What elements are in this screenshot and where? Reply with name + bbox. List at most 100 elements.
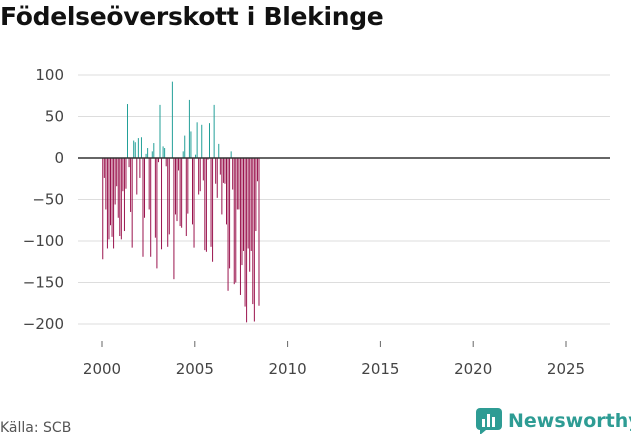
bar xyxy=(139,158,141,178)
bar xyxy=(196,122,198,158)
x-axis-ticks: 2000 2005 2010 2015 2020 2025 xyxy=(83,341,585,378)
bar xyxy=(167,158,169,247)
bar xyxy=(162,146,164,158)
bar xyxy=(253,158,255,322)
bar xyxy=(154,158,156,238)
bars xyxy=(102,81,260,323)
bar xyxy=(188,99,190,158)
bar xyxy=(222,158,224,183)
bar xyxy=(255,158,257,232)
bar xyxy=(164,148,166,158)
bar xyxy=(147,148,149,158)
bar xyxy=(201,124,203,158)
bar xyxy=(145,153,147,158)
bar xyxy=(207,158,209,160)
x-tick-label: 2010 xyxy=(269,360,307,378)
bar xyxy=(105,158,107,210)
bar xyxy=(127,104,128,158)
bar xyxy=(119,158,121,237)
bar xyxy=(230,151,232,158)
brand-logo[interactable]: Newsworthy xyxy=(476,408,631,434)
y-tick-label: −150 xyxy=(23,274,64,292)
bar xyxy=(156,158,158,269)
bar xyxy=(243,158,244,251)
bar xyxy=(198,158,200,195)
bar xyxy=(168,158,170,235)
bar xyxy=(116,158,118,187)
bar xyxy=(252,158,254,305)
bar xyxy=(111,158,113,237)
bar xyxy=(209,123,210,158)
bar xyxy=(184,135,186,158)
x-tick-label: 2015 xyxy=(361,360,399,378)
bar xyxy=(148,158,150,210)
bar xyxy=(235,158,237,283)
y-tick-label: 50 xyxy=(45,108,64,126)
bar xyxy=(122,158,124,192)
bar xyxy=(233,158,235,285)
bar xyxy=(157,158,159,163)
bar xyxy=(199,158,201,192)
bar xyxy=(241,158,243,266)
bar xyxy=(161,158,163,250)
bar xyxy=(136,158,138,195)
bar xyxy=(134,142,136,158)
bar xyxy=(210,158,212,247)
bar xyxy=(130,158,132,212)
bar xyxy=(238,158,240,210)
bar xyxy=(133,140,135,158)
bar xyxy=(181,158,183,228)
bar xyxy=(187,158,189,214)
bar xyxy=(246,158,248,323)
x-tick-label: 2000 xyxy=(83,360,121,378)
bar xyxy=(153,143,155,158)
bar xyxy=(144,158,146,218)
y-tick-label: −200 xyxy=(23,315,64,333)
bar-chart-icon xyxy=(476,408,502,434)
bar xyxy=(123,158,125,232)
bar xyxy=(226,158,227,225)
bar xyxy=(249,158,251,272)
bar xyxy=(159,104,161,158)
brand-name: Newsworthy xyxy=(508,410,631,432)
bar xyxy=(227,158,229,291)
bar xyxy=(106,158,108,249)
bar xyxy=(171,81,173,158)
bar xyxy=(178,158,180,171)
x-tick-label: 2020 xyxy=(454,360,492,378)
y-tick-label: −100 xyxy=(23,232,64,250)
bar xyxy=(151,151,153,158)
bar xyxy=(229,158,231,269)
bar xyxy=(221,158,223,215)
bar xyxy=(205,158,207,252)
y-axis-ticks: 100 50 0 −50 −100 −150 −200 xyxy=(23,66,64,333)
bar xyxy=(165,158,167,167)
bar xyxy=(131,158,133,248)
bar xyxy=(179,158,181,227)
bar xyxy=(218,143,220,158)
bar xyxy=(128,158,130,168)
bar xyxy=(176,158,178,222)
bar xyxy=(140,137,142,158)
bar xyxy=(120,158,122,240)
bar xyxy=(190,131,192,158)
source-label: Källa: SCB xyxy=(0,420,72,436)
y-tick-label: 0 xyxy=(54,149,64,167)
bar xyxy=(215,158,217,184)
bar xyxy=(117,158,119,218)
bar xyxy=(213,104,215,158)
bar xyxy=(247,158,249,249)
bar xyxy=(202,158,204,181)
bar xyxy=(193,158,195,248)
bar xyxy=(137,138,139,158)
gridlines xyxy=(78,74,610,325)
bar xyxy=(258,158,260,306)
bar xyxy=(150,158,152,257)
y-tick-label: 100 xyxy=(35,66,64,84)
page-title: Födelseöverskott i Blekinge xyxy=(0,2,384,31)
bar xyxy=(244,158,246,307)
bar xyxy=(108,158,110,240)
bar xyxy=(114,158,116,205)
bar xyxy=(256,158,258,182)
